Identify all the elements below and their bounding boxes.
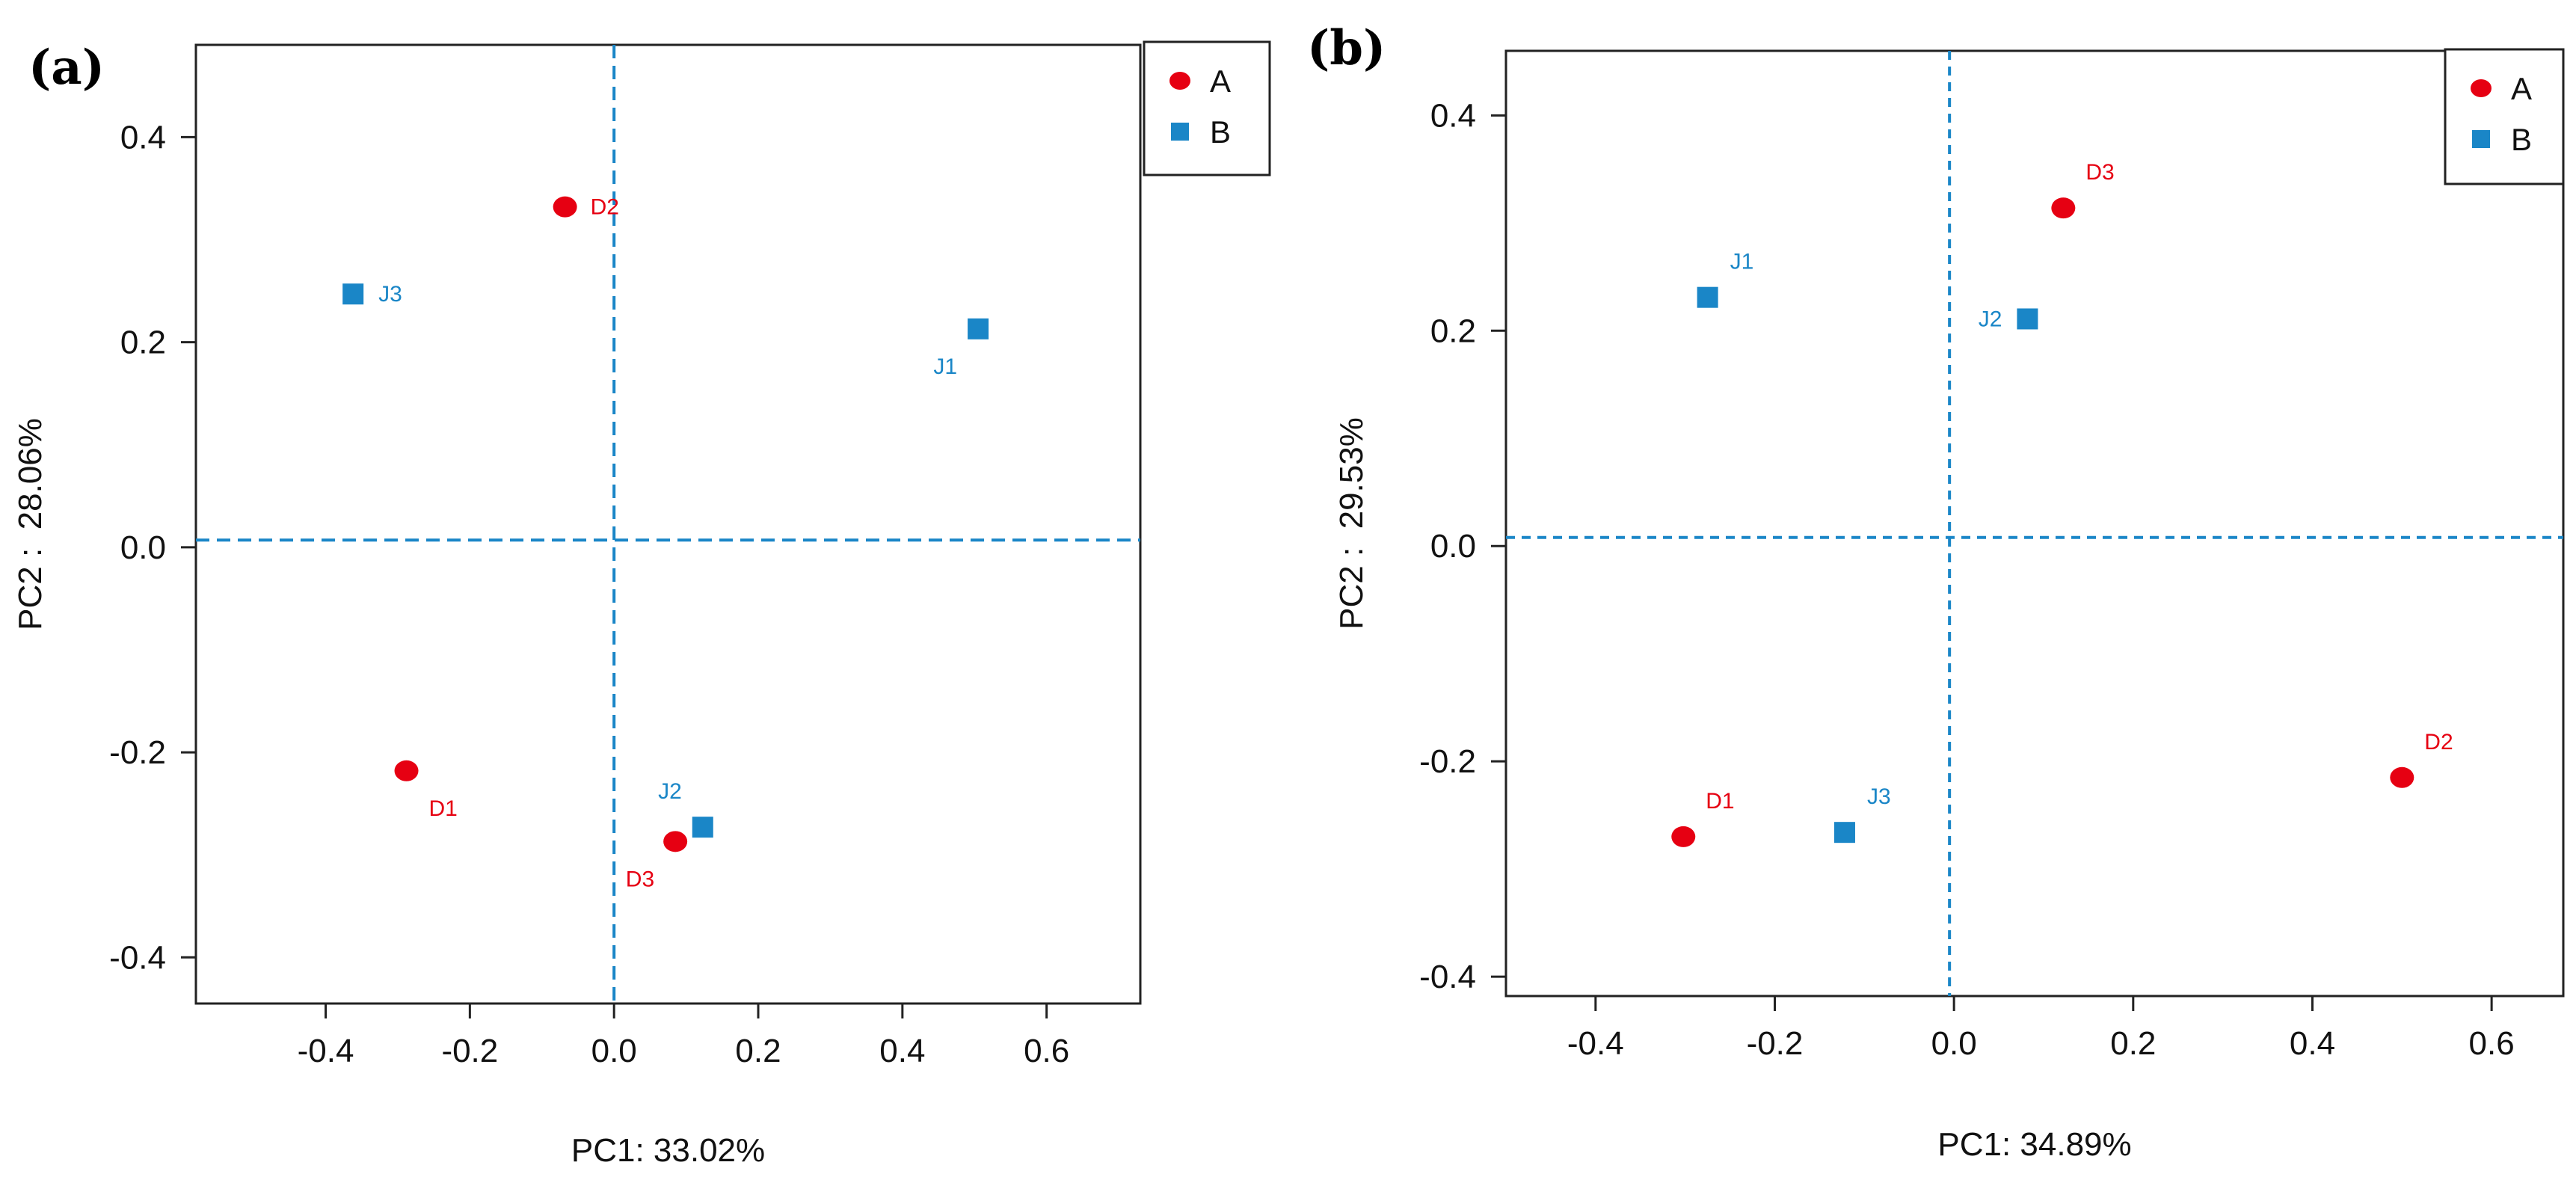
plot-frame <box>194 43 1142 1005</box>
y-tick-label: 0.4 <box>1430 97 1476 134</box>
point-label-j3: J3 <box>1867 784 1891 809</box>
point-d2 <box>2390 766 2414 788</box>
point-d3 <box>663 831 688 852</box>
x-tick-label: 0.0 <box>591 1033 637 1069</box>
x-tick-label: 0.2 <box>2110 1025 2156 1062</box>
y-axis-title: PC2 : 29.53% <box>1333 417 1370 630</box>
panel-b: (b) -0.4 -0.2 0.0 0.2 0.4 0.6 -0.4 -0.2 0.0 0.2 0.4… <box>1307 20 2565 1163</box>
point-label-j1: J1 <box>1730 250 1754 274</box>
x-tick-label: -0.4 <box>1567 1025 1624 1062</box>
point-label-j1: J1 <box>933 354 957 379</box>
point-j1 <box>1697 286 1718 308</box>
x-tick-label: 0.6 <box>1024 1033 1069 1069</box>
panel-a: (a) -0.4 -0.2 0.0 0.2 0.4 0.6 -0.4 -0.2 0.0 0.2 0.4… <box>12 40 1271 1169</box>
legend-marker-b <box>2472 130 2490 148</box>
x-axis-title: PC1: 33.02% <box>571 1132 765 1169</box>
y-tick-label: 0.2 <box>120 325 166 361</box>
legend-box <box>1143 40 1271 176</box>
x-tick-label: -0.2 <box>1747 1025 1804 1062</box>
y-tick-label: -0.4 <box>1419 959 1476 995</box>
point-d3 <box>2051 197 2076 219</box>
legend-label-a: A <box>1210 64 1231 99</box>
point-label-j3: J3 <box>378 282 402 307</box>
x-tick-label: 0.4 <box>2290 1025 2335 1062</box>
point-j1 <box>968 318 989 339</box>
point-d1 <box>1671 826 1696 847</box>
point-j2 <box>692 817 713 838</box>
x-tick-label: 0.6 <box>2469 1025 2515 1062</box>
y-tick-label: 0.0 <box>120 529 166 566</box>
point-j3 <box>1833 822 1855 843</box>
point-label-d3: D3 <box>2085 160 2114 185</box>
y-tick-label: 0.0 <box>1430 528 1476 565</box>
y-tick-label: 0.2 <box>1430 313 1476 349</box>
point-label-j2: J2 <box>658 779 682 804</box>
x-tick-label: 0.2 <box>735 1033 781 1069</box>
legend-marker-a <box>2471 79 2492 97</box>
legend-label-a: A <box>2511 71 2532 106</box>
plot-frame <box>1504 49 2565 998</box>
point-label-d1: D1 <box>1706 789 1734 814</box>
y-tick-label: -0.2 <box>109 734 166 771</box>
legend-label-b: B <box>2511 122 2532 157</box>
point-label-d1: D1 <box>429 796 458 821</box>
point-label-d2: D2 <box>591 195 619 220</box>
x-tick-label: -0.2 <box>441 1033 498 1069</box>
point-label-d3: D3 <box>626 867 654 891</box>
y-tick-label: 0.4 <box>120 119 166 156</box>
point-label-d2: D2 <box>2424 730 2453 755</box>
point-d1 <box>394 760 419 781</box>
panel-label: (a) <box>28 40 105 96</box>
y-tick-label: -0.4 <box>109 939 166 976</box>
point-label-j2: J2 <box>1979 307 2002 331</box>
panel-label: (b) <box>1307 20 1386 76</box>
x-tick-label: 0.4 <box>879 1033 925 1069</box>
x-tick-label: -0.4 <box>298 1033 354 1069</box>
point-j2 <box>2017 308 2038 330</box>
x-axis-title: PC1: 34.89% <box>1937 1126 2131 1163</box>
point-j3 <box>342 283 364 305</box>
y-axis-title: PC2 : 28.06% <box>12 418 49 630</box>
legend-label-b: B <box>1210 114 1231 150</box>
legend-marker-a <box>1169 72 1190 90</box>
y-tick-label: -0.2 <box>1419 743 1476 780</box>
legend-box <box>2444 48 2565 185</box>
x-tick-label: 0.0 <box>1931 1025 1977 1062</box>
legend: AB <box>1143 40 1271 176</box>
point-d2 <box>553 196 577 218</box>
legend: AB <box>2444 48 2565 185</box>
legend-marker-b <box>1171 123 1189 141</box>
